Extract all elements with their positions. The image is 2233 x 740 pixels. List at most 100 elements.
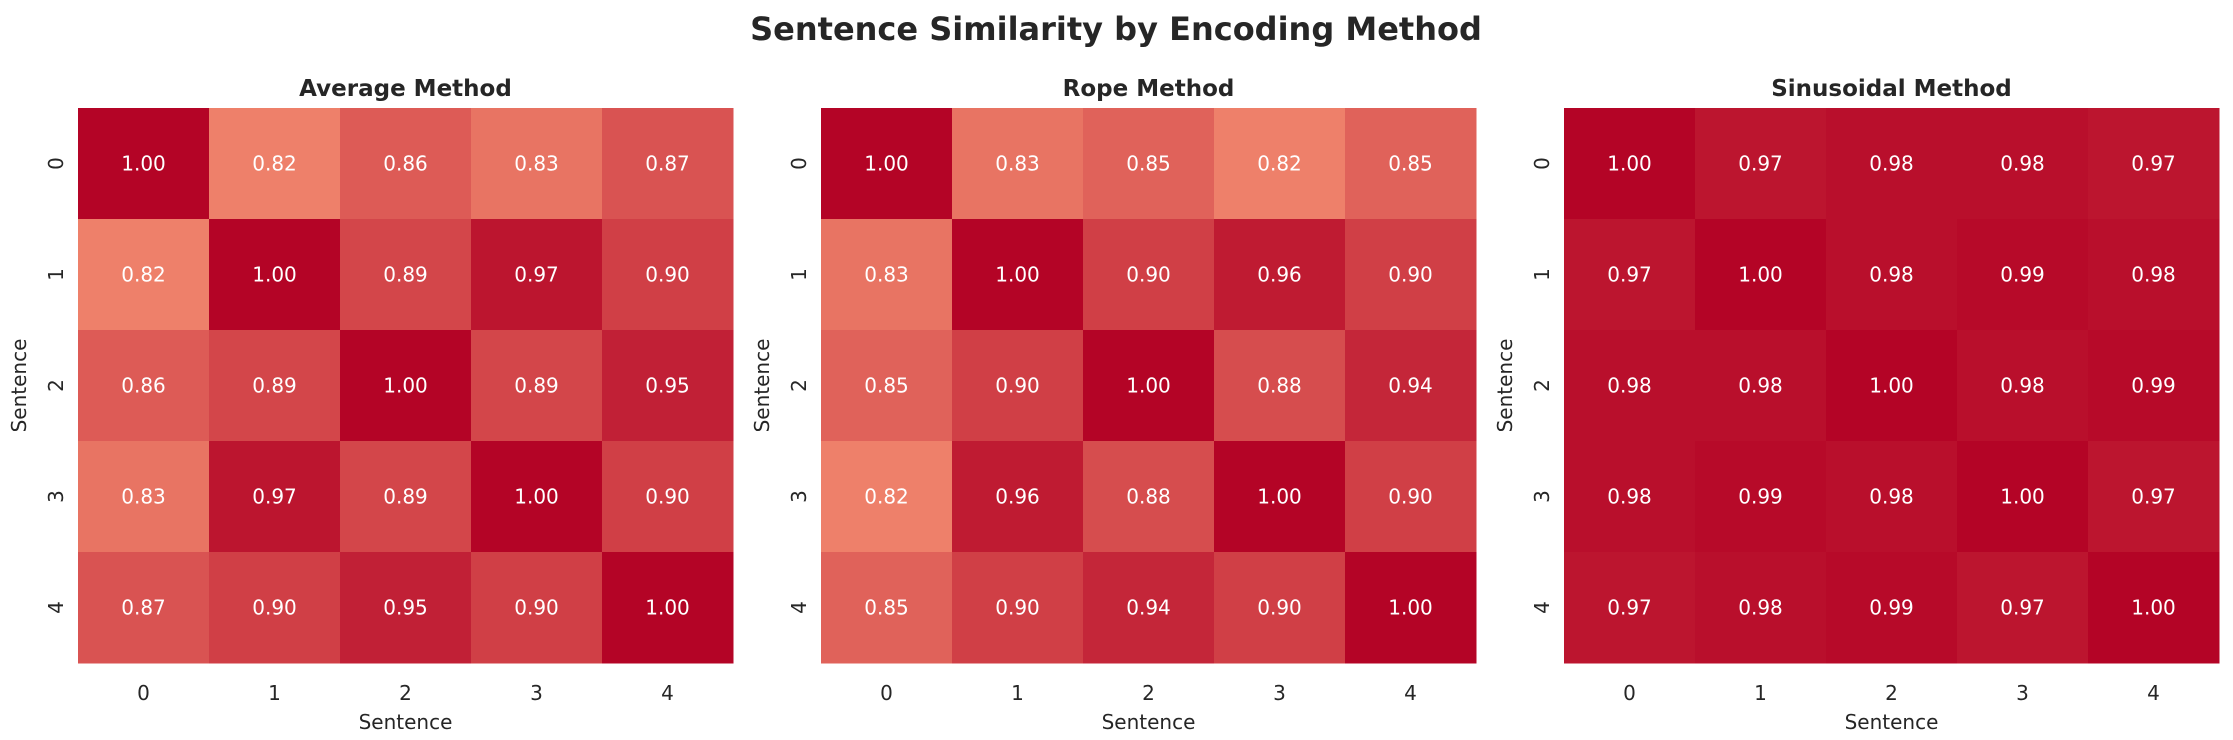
cell-value-label: 0.90 [645,263,690,287]
cell-value-label: 0.89 [514,374,559,398]
cell-value-label: 1.00 [514,485,559,509]
heatmap-cell [1083,219,1215,331]
cell-value-label: 0.96 [1257,263,1302,287]
y-axis-label: Sentence [750,339,774,433]
panel-title: Rope Method [1063,76,1235,102]
heatmap-cell [1083,552,1215,664]
cell-value-label: 0.87 [645,152,690,176]
heatmap-cell [821,108,953,220]
heatmap-panel: Rope Method 1.00 0.83 0.85 0.82 0.85 0.83 1.00 0… [750,76,1477,734]
cell-value-label: 0.90 [645,485,690,509]
heatmap-cell [1214,219,1346,331]
heatmap-cell [1345,330,1477,442]
cell-value-label: 0.97 [2000,596,2045,620]
x-tick-label: 1 [1011,681,1024,705]
heatmap-panel: Sinusoidal Method 1.00 0.97 0.98 0.98 0.97 0.9… [1493,76,2220,734]
cell-value-label: 0.99 [2131,374,2176,398]
cell-value-label: 0.83 [995,152,1040,176]
heatmap-cell [209,330,341,442]
x-tick-label: 1 [268,681,281,705]
heatmap-cell [1957,552,2089,664]
heatmap-cell [821,330,953,442]
heatmap-cell [78,330,210,442]
heatmap-cell [209,219,341,331]
heatmap-cell [1564,219,1696,331]
heatmap-cell [78,552,210,664]
heatmap-cell [209,441,341,553]
cell-value-label: 0.98 [1607,485,1652,509]
x-tick-label: 3 [2016,681,2029,705]
cell-value-label: 0.82 [121,263,166,287]
heatmap-cell [602,552,734,664]
cell-value-label: 0.99 [1738,485,1783,509]
heatmap-cell [952,330,1084,442]
cell-value-label: 1.00 [1126,374,1171,398]
x-axis-label: Sentence [1845,710,1939,734]
cell-value-label: 0.94 [1126,596,1171,620]
x-tick-label: 2 [399,681,412,705]
y-tick-label: 0 [1530,157,1554,170]
cell-value-label: 0.82 [1257,152,1302,176]
cell-value-label: 0.99 [2000,263,2045,287]
cell-value-label: 0.94 [1388,374,1433,398]
cell-value-label: 0.83 [121,485,166,509]
x-tick-label: 1 [1754,681,1767,705]
cell-value-label: 0.85 [864,596,909,620]
x-tick-label: 3 [530,681,543,705]
cell-value-label: 0.90 [514,596,559,620]
y-tick-label: 4 [787,601,811,614]
cell-value-label: 1.00 [383,374,428,398]
y-tick-label: 0 [787,157,811,170]
cell-value-label: 0.90 [1126,263,1171,287]
heatmap-cell [602,108,734,220]
y-tick-label: 4 [1530,601,1554,614]
cell-value-label: 0.85 [1388,152,1433,176]
heatmap-cell [78,441,210,553]
heatmap-cell [2088,219,2220,331]
heatmap-cell [1214,441,1346,553]
cell-value-label: 0.90 [1257,596,1302,620]
heatmap-cell [1564,441,1696,553]
cell-value-label: 0.98 [1738,374,1783,398]
cell-value-label: 0.98 [2131,263,2176,287]
cell-value-label: 0.87 [121,596,166,620]
heatmap-cell [952,108,1084,220]
cell-value-label: 0.97 [2131,485,2176,509]
y-tick-label: 4 [44,601,68,614]
y-tick-label: 3 [787,490,811,503]
x-axis-label: Sentence [1102,710,1196,734]
cell-value-label: 0.90 [1388,485,1433,509]
x-tick-label: 4 [661,681,674,705]
cell-value-label: 0.97 [514,263,559,287]
cell-value-label: 0.86 [121,374,166,398]
x-tick-label: 3 [1273,681,1286,705]
y-tick-label: 3 [1530,490,1554,503]
cell-value-label: 1.00 [1257,485,1302,509]
cell-value-label: 0.89 [252,374,297,398]
x-tick-label: 2 [1142,681,1155,705]
heatmap-panels: Average Method 1.00 0.82 0.86 0.83 0.87 0.82 1.… [7,76,2220,734]
cell-value-label: 0.99 [1869,596,1914,620]
heatmap-cell [471,219,603,331]
cell-value-label: 1.00 [252,263,297,287]
cell-value-label: 0.97 [1607,263,1652,287]
cell-value-label: 1.00 [645,596,690,620]
heatmap-cell [821,441,953,553]
figure-title: Sentence Similarity by Encoding Method [750,10,1482,48]
cell-value-label: 1.00 [1869,374,1914,398]
heatmap-cell [821,219,953,331]
cell-value-label: 1.00 [121,152,166,176]
cell-value-label: 0.97 [252,485,297,509]
heatmap-cell [1695,219,1827,331]
heatmap-cell [821,552,953,664]
cell-value-label: 0.85 [1126,152,1171,176]
heatmap-cell [471,552,603,664]
x-tick-label: 0 [880,681,893,705]
cell-value-label: 0.89 [383,485,428,509]
x-tick-label: 4 [1404,681,1417,705]
panel-title: Average Method [299,76,512,102]
heatmap-cell [1957,441,2089,553]
cell-value-label: 0.98 [2000,152,2045,176]
cell-value-label: 0.97 [1738,152,1783,176]
cell-value-label: 1.00 [1607,152,1652,176]
